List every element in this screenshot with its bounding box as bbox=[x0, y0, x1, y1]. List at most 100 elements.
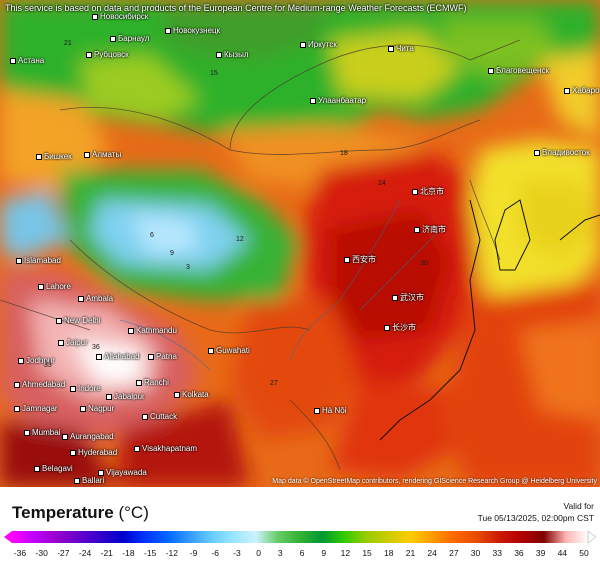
city-name: Улаанбаатар bbox=[318, 96, 367, 105]
city-label: Mumbai bbox=[24, 428, 60, 437]
city-marker bbox=[216, 51, 222, 58]
city-label: Hyderabad bbox=[70, 448, 117, 457]
legend-tick-label: 3 bbox=[277, 548, 283, 558]
legend-title-text: Temperature bbox=[12, 503, 114, 522]
city-label: Ranchi bbox=[136, 378, 169, 387]
city-name: Благовещенск bbox=[496, 66, 549, 75]
city-marker bbox=[86, 51, 92, 58]
legend-tick-label: -3 bbox=[233, 548, 241, 558]
colorbar-max-arrow bbox=[587, 531, 596, 543]
city-name: 武汉市 bbox=[400, 293, 424, 302]
city-name: Visakhapatnam bbox=[142, 444, 197, 453]
city-label: 北京市 bbox=[412, 186, 444, 197]
city-marker bbox=[106, 393, 112, 400]
city-name: Рубцовск bbox=[94, 50, 129, 59]
temperature-value: 33 bbox=[44, 362, 52, 369]
city-name: Барнаул bbox=[118, 34, 150, 43]
city-name: Kolkata bbox=[182, 390, 209, 399]
city-marker bbox=[344, 256, 350, 263]
city-name: Бишкек bbox=[44, 152, 72, 161]
temperature-value: 12 bbox=[236, 236, 244, 243]
city-marker bbox=[96, 353, 102, 360]
city-name: Aurangabad bbox=[70, 432, 114, 441]
city-name: Jabalpur bbox=[114, 392, 145, 401]
city-label: Владивосток bbox=[534, 148, 590, 157]
city-label: Улаанбаатар bbox=[310, 96, 366, 105]
city-label: Visakhapatnam bbox=[134, 444, 197, 453]
city-name: Guwahati bbox=[216, 346, 250, 355]
city-marker bbox=[58, 339, 64, 346]
city-marker bbox=[564, 87, 570, 94]
ecmwf-notice: This service is based on data and produc… bbox=[5, 3, 467, 13]
city-name: Islamabad bbox=[24, 256, 61, 265]
legend-tick-label: -36 bbox=[13, 548, 27, 558]
legend-tick-label: 44 bbox=[557, 548, 568, 558]
city-marker bbox=[300, 41, 306, 48]
city-marker bbox=[36, 153, 42, 160]
city-label: Ahmedabad bbox=[14, 380, 65, 389]
city-name: Hà Nội bbox=[322, 406, 347, 415]
temperature-value: 27 bbox=[270, 380, 278, 387]
city-name: Kathmandu bbox=[136, 326, 177, 335]
city-marker bbox=[70, 385, 76, 392]
city-name: Алматы bbox=[92, 150, 122, 159]
city-label: Новосибирск bbox=[92, 12, 148, 21]
city-marker bbox=[384, 324, 390, 331]
legend-tick-label: -9 bbox=[189, 548, 198, 558]
legend-tick-label: 9 bbox=[321, 548, 327, 558]
city-label: Новокузнецк bbox=[165, 26, 220, 35]
city-name: Ballari bbox=[82, 476, 105, 485]
city-name: Кызыл bbox=[224, 50, 249, 59]
city-name: Иркутск bbox=[308, 40, 337, 49]
city-label: Jodhpur bbox=[18, 356, 55, 365]
valid-label: Valid for bbox=[563, 501, 594, 511]
temperature-value: 15 bbox=[210, 70, 218, 77]
city-name: Ambala bbox=[86, 294, 114, 303]
city-marker bbox=[62, 433, 68, 440]
legend-colorbar bbox=[4, 531, 596, 543]
city-name: Hyderabad bbox=[78, 448, 118, 457]
city-name: Mumbai bbox=[32, 428, 61, 437]
legend-tick-label: -15 bbox=[143, 548, 157, 558]
city-label: 西安市 bbox=[344, 254, 376, 265]
city-marker bbox=[165, 27, 171, 34]
city-label: Kathmandu bbox=[128, 326, 177, 335]
city-label: Чита bbox=[388, 44, 414, 53]
legend-tick-label: 0 bbox=[256, 548, 261, 558]
legend-tick-label: 24 bbox=[427, 548, 437, 558]
city-label: Благовещенск bbox=[488, 66, 549, 75]
city-label: Кызыл bbox=[216, 50, 249, 59]
city-marker bbox=[388, 45, 394, 52]
city-label: Ambala bbox=[78, 294, 113, 303]
temperature-map[interactable]: This service is based on data and produc… bbox=[0, 0, 600, 487]
city-name: Cuttack bbox=[150, 412, 178, 421]
city-label: Хабаро bbox=[564, 86, 600, 95]
city-marker bbox=[38, 283, 44, 290]
legend-tick-label: -24 bbox=[78, 548, 92, 558]
city-marker bbox=[142, 413, 148, 420]
city-marker bbox=[14, 405, 20, 412]
city-label: Allahabad bbox=[96, 352, 140, 361]
city-label: Indore bbox=[70, 384, 101, 393]
legend-tick-label: -12 bbox=[165, 548, 178, 558]
temperature-legend: Temperature (°C) Valid for Tue 05/13/202… bbox=[0, 487, 600, 571]
city-label: Patna bbox=[148, 352, 177, 361]
city-marker bbox=[56, 317, 62, 324]
city-label: Aurangabad bbox=[62, 432, 114, 441]
legend-tick-label: 6 bbox=[299, 548, 305, 558]
city-name: 长沙市 bbox=[392, 323, 416, 332]
city-label: Jamnagar bbox=[14, 404, 58, 413]
legend-tick-label: -30 bbox=[35, 548, 48, 558]
legend-tick-label: -27 bbox=[57, 548, 70, 558]
city-marker bbox=[110, 35, 116, 42]
city-label: Belagavi bbox=[34, 464, 73, 473]
city-marker bbox=[80, 405, 86, 412]
city-marker bbox=[78, 295, 84, 302]
city-name: Хабаро bbox=[572, 86, 600, 95]
city-name: Belagavi bbox=[42, 464, 73, 473]
city-marker bbox=[134, 445, 140, 452]
city-marker bbox=[488, 67, 494, 74]
city-label: Lahore bbox=[38, 282, 71, 291]
city-marker bbox=[24, 429, 30, 436]
